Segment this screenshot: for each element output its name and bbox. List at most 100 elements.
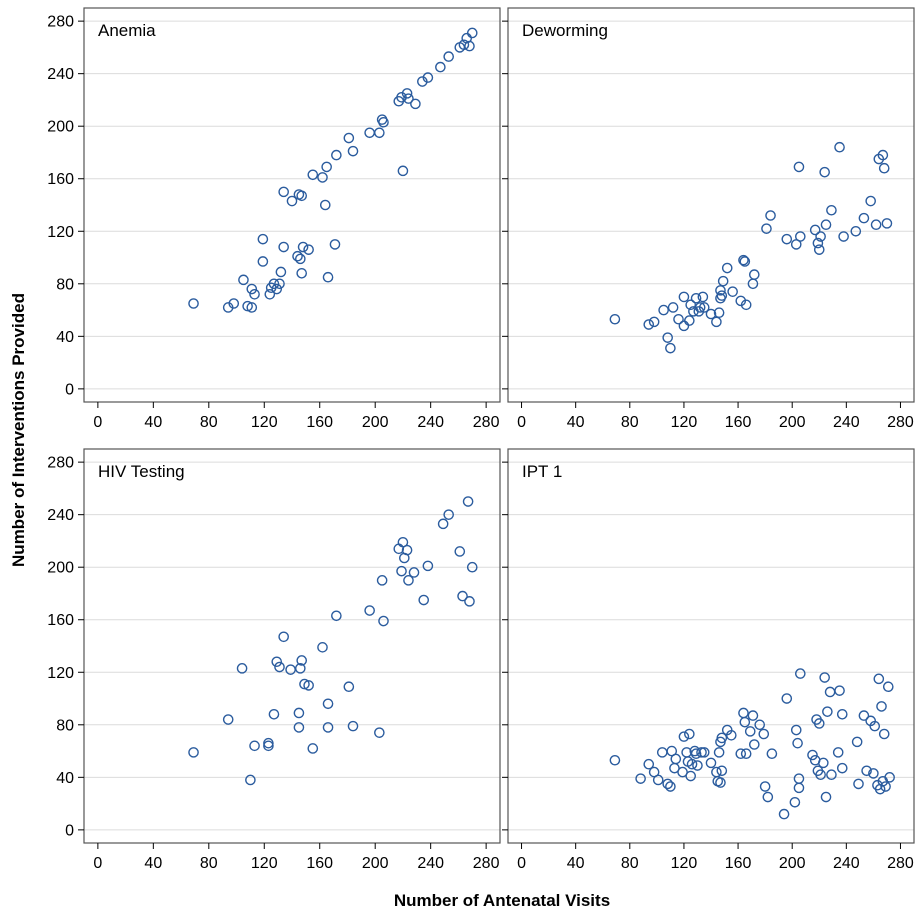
panel-title: Anemia (98, 21, 156, 40)
scatter-point (851, 736, 863, 748)
scatter-point (715, 777, 726, 788)
scatter-point (322, 722, 334, 733)
scatter-point (307, 743, 319, 754)
scatter-point (275, 266, 287, 278)
scatter-point (795, 668, 806, 679)
scatter-point (884, 772, 895, 783)
scatter-point (257, 233, 269, 245)
scatter-point (826, 769, 837, 781)
y-tick-label: 200 (47, 560, 74, 577)
y-tick-label: 160 (47, 171, 74, 188)
x-tick-label: 40 (144, 855, 162, 872)
scatter-point (374, 127, 385, 139)
scatter-point (268, 708, 280, 720)
scatter-point (877, 149, 889, 161)
scatter-point (861, 765, 872, 777)
x-tick-label: 120 (251, 414, 278, 431)
scatter-point (648, 316, 660, 328)
x-tick-label: 80 (621, 414, 639, 431)
panel-frame (83, 448, 501, 844)
x-tick-label: 160 (306, 855, 333, 872)
scatter-point (303, 244, 314, 255)
scatter-point (264, 289, 276, 300)
scatter-point (711, 316, 722, 328)
scatter-point (635, 773, 646, 784)
scatter-point (297, 241, 309, 253)
scatter-point (749, 269, 760, 280)
y-tick-label: 200 (47, 119, 74, 136)
scatter-point (188, 747, 199, 758)
scatter-point (322, 698, 334, 710)
scatter-point (754, 719, 766, 731)
scatter-point (789, 796, 801, 808)
y-tick-label: 0 (65, 822, 74, 839)
panel-3: 0 40 80 120 160 200 240 280 IPT 1 (502, 448, 915, 872)
scatter-point (868, 768, 879, 779)
scatter-point (374, 727, 385, 738)
scatter-point (652, 774, 664, 786)
scatter-point (735, 748, 747, 759)
y-tick-label: 0 (65, 381, 74, 398)
x-tick-label: 240 (417, 414, 444, 431)
scatter-point (758, 728, 770, 740)
scatter-point (188, 298, 199, 309)
scatter-point (278, 631, 289, 643)
y-axis-title: Number of Interventions Provided (9, 293, 28, 567)
scatter-point (696, 747, 707, 758)
scatter-point (876, 701, 887, 712)
scatter-point (716, 290, 728, 301)
scatter-point (303, 680, 314, 691)
scatter-point (457, 590, 468, 602)
scatter-point (286, 195, 298, 207)
y-tick-label: 80 (56, 717, 74, 734)
scatter-point (245, 774, 256, 786)
scatter-point (347, 720, 359, 732)
panels-container: 0 40 80 120 160 200 240 280 0 40 80 120 160 200 240 280… (47, 7, 915, 872)
scatter-point (238, 274, 249, 286)
panel-title: IPT 1 (522, 462, 562, 481)
scatter-point (274, 278, 285, 290)
scatter-point (813, 718, 825, 729)
scatter-point (873, 673, 885, 685)
scatter-point (678, 291, 690, 303)
scatter-point (759, 781, 771, 792)
scatter-point (815, 769, 826, 781)
scatter-point (820, 219, 832, 230)
x-tick-label: 200 (779, 855, 806, 872)
scatter-point (378, 116, 389, 128)
panel-title: HIV Testing (98, 462, 185, 481)
x-tick-label: 0 (517, 855, 526, 872)
scatter-point (236, 663, 248, 674)
scatter-point (790, 724, 802, 736)
scatter-point (454, 546, 466, 557)
scatter-point (686, 758, 698, 770)
scatter-point (422, 72, 434, 83)
x-tick-label: 120 (671, 414, 698, 431)
scatter-point (740, 748, 752, 759)
scatter-point (466, 561, 478, 573)
scatter-point (299, 678, 310, 690)
scatter-point (295, 253, 306, 265)
scatter-point (715, 285, 726, 296)
scatter-point (673, 313, 684, 325)
scatter-point (462, 496, 474, 507)
x-tick-label: 280 (887, 855, 914, 872)
scatter-point (293, 722, 305, 733)
x-tick-label: 240 (833, 855, 860, 872)
scatter-point (824, 686, 836, 698)
x-tick-label: 160 (306, 414, 333, 431)
y-tick-label: 40 (56, 770, 74, 787)
scatter-point (694, 302, 706, 313)
scatter-point (793, 773, 805, 784)
x-tick-label: 160 (725, 855, 752, 872)
scatter-point (740, 299, 752, 311)
scatter-point (285, 664, 296, 675)
scatter-point (858, 212, 870, 224)
scatter-point (832, 747, 844, 758)
x-tick-label: 200 (779, 414, 806, 431)
scatter-point (721, 262, 733, 274)
scatter-point (809, 224, 821, 236)
scatter-point (738, 707, 749, 719)
scatter-point (826, 204, 837, 216)
